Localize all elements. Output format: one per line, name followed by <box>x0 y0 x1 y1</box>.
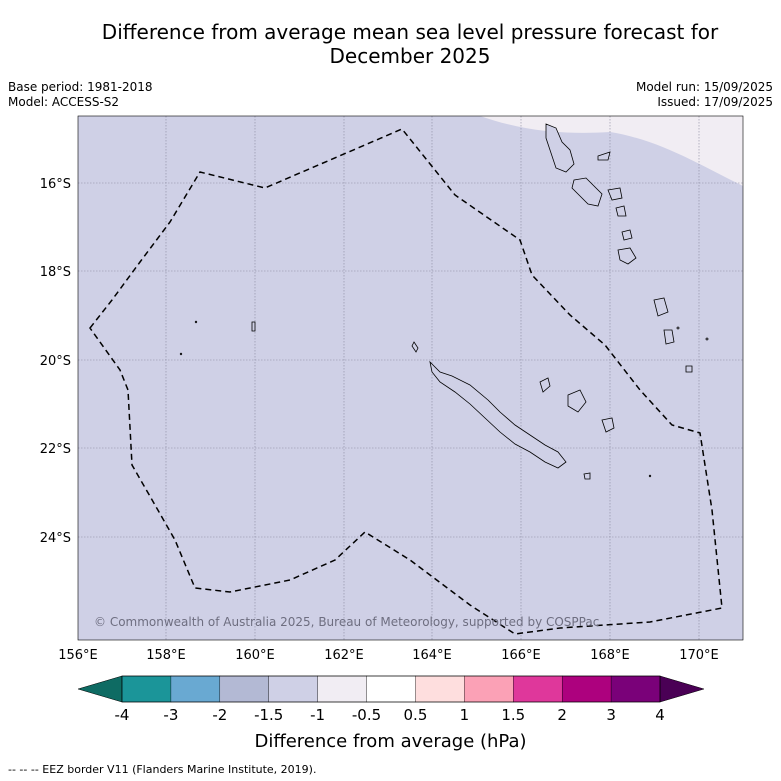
lon-label: 166°E <box>501 648 541 663</box>
colorbar-segment <box>317 675 368 703</box>
latitude-labels: 16°S 18°S 20°S 22°S 24°S <box>40 177 71 546</box>
loyalty-island-lifou <box>567 389 587 413</box>
base-period: Base period: 1981-2018 <box>8 80 153 94</box>
lat-label: 24°S <box>40 531 71 546</box>
lon-label: 168°E <box>590 648 630 663</box>
lon-label: 162°E <box>324 648 364 663</box>
map-area <box>78 116 743 640</box>
colorbar-over-arrow <box>659 675 705 703</box>
colorbar-segment <box>513 675 563 703</box>
model-run: Model run: 15/09/2025 <box>635 80 773 94</box>
colorbar-tick-label: -1 <box>310 706 325 724</box>
graticule <box>78 116 743 640</box>
loyalty-island-mare <box>601 417 615 433</box>
colorbar-tick-label: 4 <box>655 706 665 724</box>
meta-right: Model run: 15/09/2025 Issued: 17/09/2025 <box>636 80 773 110</box>
issued-date: Issued: 17/09/2025 <box>657 95 773 109</box>
map-frame <box>77 115 744 641</box>
colorbar-tick-label: -0.5 <box>352 706 381 724</box>
colorbar-segment <box>610 675 661 703</box>
colorbar-segment <box>366 675 416 703</box>
colorbar-tick-label: 2 <box>557 706 567 724</box>
colorbar-segment <box>121 675 172 703</box>
vanuatu-espiritu-santo <box>545 123 575 173</box>
lon-label: 158°E <box>146 648 186 663</box>
colorbar-tick-label: -2 <box>212 706 227 724</box>
colorbar-tick-label: 1.5 <box>501 706 525 724</box>
coastlines <box>179 123 709 480</box>
colorbar-segment <box>464 675 514 703</box>
meta-left: Base period: 1981-2018 Model: ACCESS-S2 <box>8 80 153 110</box>
map-title-line2: December 2025 <box>329 44 491 68</box>
lat-label: 18°S <box>40 265 71 280</box>
colorbar-tick-label: -3 <box>163 706 178 724</box>
colorbar-segment <box>561 675 612 703</box>
lat-label: 20°S <box>40 354 71 369</box>
colorbar-tick-label: 0.5 <box>404 706 428 724</box>
colorbar-segment <box>219 675 270 703</box>
colorbar-segment <box>268 675 319 703</box>
copyright-text: © Commonwealth of Australia 2025, Bureau… <box>94 615 599 629</box>
colorbar-tick-label: -1.5 <box>254 706 283 724</box>
colorbar: -4 -3 -2 -1.5 -1 -0.5 0.5 1 1.5 2 3 4 <box>77 675 705 724</box>
longitude-labels: 156°E 158°E 160°E 162°E 164°E 166°E 168°… <box>58 648 719 663</box>
model-name: Model: ACCESS-S2 <box>8 95 120 109</box>
lat-label: 22°S <box>40 442 71 457</box>
vanuatu-efate <box>617 247 637 265</box>
colorbar-segment <box>415 675 465 703</box>
colorbar-label: Difference from average (hPa) <box>254 731 527 752</box>
pressure-anomaly-light-region <box>480 116 743 186</box>
lon-label: 164°E <box>412 648 452 663</box>
lat-label: 16°S <box>40 177 71 192</box>
colorbar-tick-label: 1 <box>460 706 470 724</box>
colorbar-segment <box>170 675 221 703</box>
colorbar-under-arrow <box>77 675 123 703</box>
lon-label: 170°E <box>679 648 719 663</box>
new-caledonia-island <box>429 360 567 469</box>
loyalty-island-ouvea <box>539 377 551 393</box>
eez-legend-footer: -- -- -- EEZ border V11 (Flanders Marine… <box>8 763 317 776</box>
lon-label: 160°E <box>235 648 275 663</box>
lon-label: 156°E <box>58 648 98 663</box>
colorbar-tick-label: 3 <box>606 706 616 724</box>
colorbar-tick-label: -4 <box>115 706 130 724</box>
map-title-line1: Difference from average mean sea level p… <box>101 20 719 44</box>
colorbar-frame <box>121 675 661 703</box>
eez-border <box>89 128 723 635</box>
